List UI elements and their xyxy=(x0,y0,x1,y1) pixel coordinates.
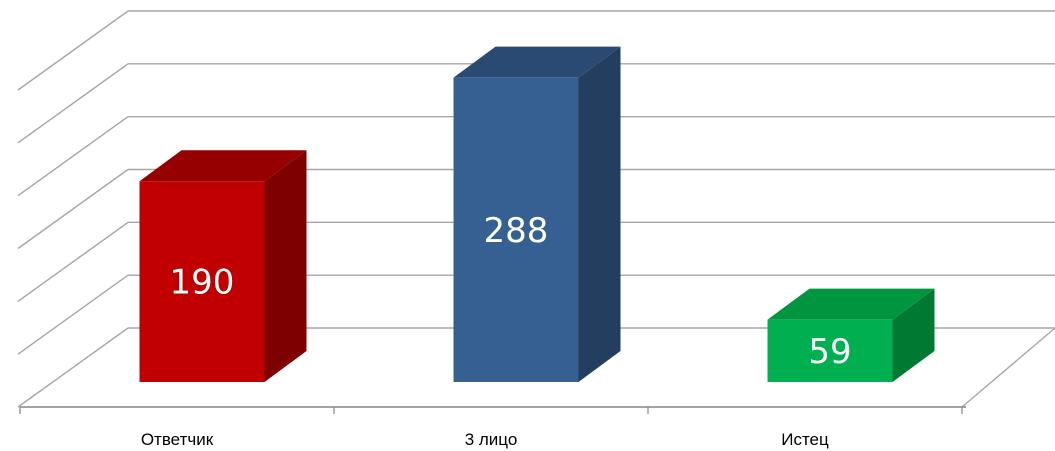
bar-side-2 xyxy=(578,46,621,383)
gridline-side xyxy=(17,274,129,355)
x-tick-label-2: 3 лицо xyxy=(465,430,518,449)
bar-top-1 xyxy=(139,150,307,182)
floor-edge xyxy=(961,327,1055,408)
data-label-2: 288 xyxy=(484,211,549,251)
x-tick-label-1: Ответчик xyxy=(141,430,214,449)
data-label-1: 190 xyxy=(170,263,235,303)
bar-1 xyxy=(139,181,265,382)
chart-labels: 190 Ответчик 288 3 лицо 59 Истец xyxy=(141,211,852,449)
bar-3 xyxy=(767,319,893,382)
bar-side-3 xyxy=(892,288,935,382)
x-tick-label-3: Истец xyxy=(781,430,829,449)
gridline-side xyxy=(17,327,129,408)
bar-side-1 xyxy=(264,150,307,382)
gridline-side xyxy=(17,168,129,250)
gridline-side xyxy=(17,221,129,302)
chart-x-axis xyxy=(19,406,966,414)
data-label-3: 59 xyxy=(808,332,851,372)
gridline-side xyxy=(17,116,129,197)
bar-2 xyxy=(453,77,579,383)
bar-top-2 xyxy=(453,46,621,78)
bar-top-3 xyxy=(767,288,935,320)
chart-bars xyxy=(139,46,935,383)
gridline-side xyxy=(17,10,129,91)
gridline-side xyxy=(17,63,129,144)
